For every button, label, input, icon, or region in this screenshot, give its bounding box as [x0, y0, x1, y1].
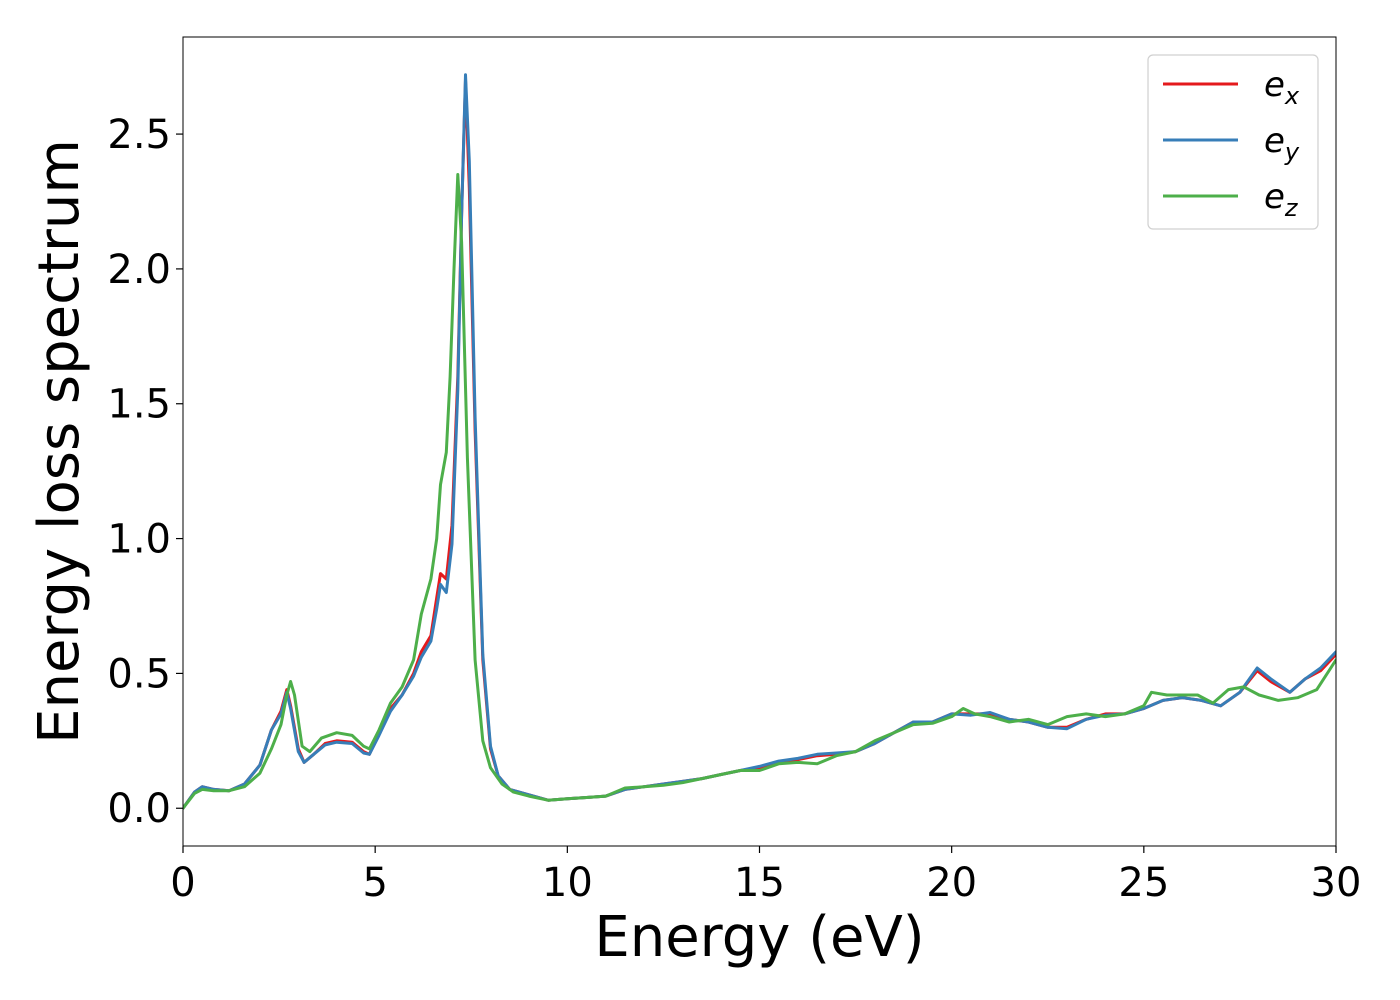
- x-tick-label: 25: [1118, 860, 1169, 906]
- y-tick-label: 2.5: [107, 112, 171, 158]
- x-tick-label: 30: [1311, 860, 1362, 906]
- x-tick-label: 15: [734, 860, 785, 906]
- x-tick-label: 20: [926, 860, 977, 906]
- y-tick-label: 1.5: [107, 382, 171, 428]
- series-line-z: [183, 173, 1336, 810]
- y-tick-label: 1.0: [107, 517, 171, 563]
- y-axis-label: Energy loss spectrum: [27, 139, 92, 744]
- x-tick-label: 5: [362, 860, 387, 906]
- x-tick-label: 10: [542, 860, 593, 906]
- y-axis: 0.0 0.5 1.0 1.5 2.0 2.5: [107, 112, 183, 832]
- y-tick-label: 2.0: [107, 247, 171, 293]
- plot-lines: [183, 73, 1336, 810]
- legend-box: [1147, 54, 1319, 230]
- x-tick-label: 0: [170, 860, 195, 906]
- x-axis: 0 5 10 15 20 25 30: [170, 846, 1361, 906]
- y-tick-label: 0.0: [107, 786, 171, 832]
- x-axis-label: Energy (eV): [594, 905, 924, 970]
- y-tick-label: 0.5: [107, 651, 171, 697]
